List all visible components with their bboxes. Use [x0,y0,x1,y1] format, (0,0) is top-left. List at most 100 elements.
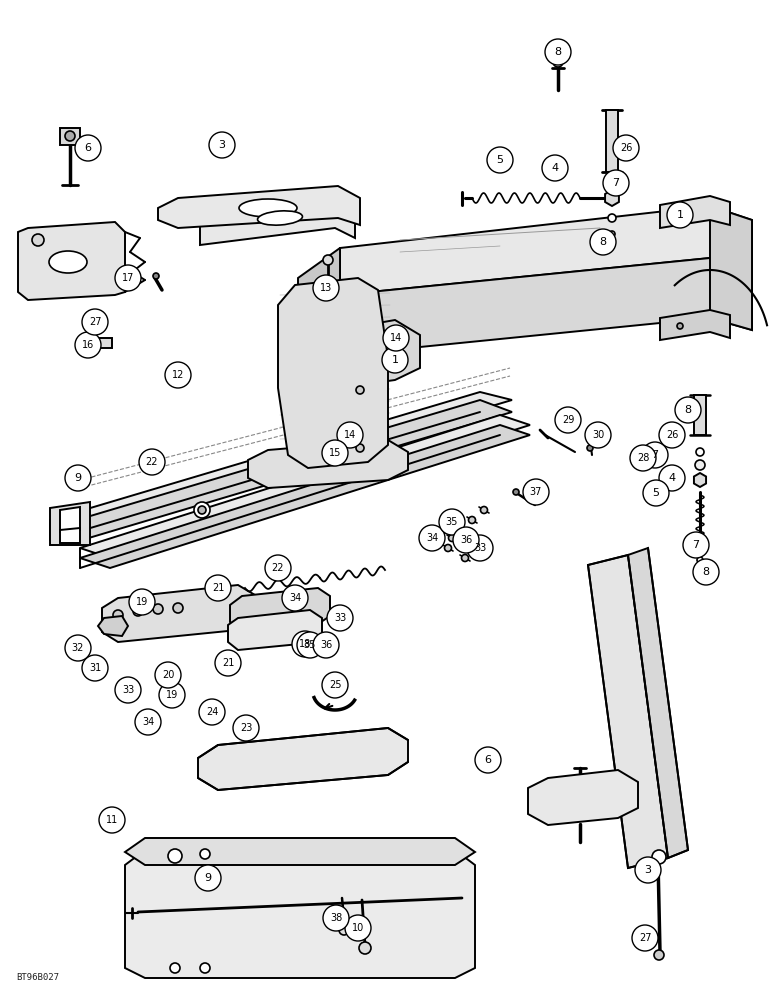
Text: 19: 19 [136,597,148,607]
Circle shape [292,631,318,657]
Polygon shape [200,196,355,245]
Circle shape [419,525,445,551]
Text: 3: 3 [645,865,652,875]
Circle shape [696,544,704,552]
Circle shape [155,662,181,688]
Text: 7: 7 [612,178,620,188]
Text: 8: 8 [703,567,709,577]
Text: 36: 36 [320,640,332,650]
Circle shape [345,915,371,941]
Text: 21: 21 [212,583,224,593]
Polygon shape [50,392,512,528]
Circle shape [75,135,101,161]
Polygon shape [78,338,112,348]
Polygon shape [228,610,322,650]
Text: 7: 7 [692,540,699,550]
Text: 12: 12 [172,370,185,380]
Polygon shape [660,310,730,340]
Circle shape [445,544,452,552]
Circle shape [139,449,165,475]
Circle shape [613,135,639,161]
Circle shape [233,715,259,741]
Circle shape [603,170,629,196]
Polygon shape [298,248,340,355]
Text: 38: 38 [330,913,342,923]
Polygon shape [660,196,730,228]
Text: 14: 14 [390,333,402,343]
Text: 9: 9 [74,473,82,483]
Circle shape [356,386,364,394]
Text: 5: 5 [652,488,659,498]
Circle shape [667,202,693,228]
Text: 13: 13 [320,283,332,293]
Circle shape [609,231,615,237]
Circle shape [129,589,155,615]
Polygon shape [80,415,530,558]
Text: 1: 1 [391,355,398,365]
Text: 17: 17 [122,273,134,283]
Ellipse shape [258,211,303,225]
Polygon shape [102,585,255,642]
Circle shape [159,682,185,708]
Polygon shape [60,507,80,532]
Circle shape [608,214,616,222]
Text: 27: 27 [89,317,101,327]
Circle shape [475,747,501,773]
Circle shape [683,532,709,558]
Polygon shape [50,400,512,540]
Circle shape [200,963,210,973]
Circle shape [198,506,206,514]
Polygon shape [588,555,668,868]
Circle shape [555,407,581,433]
Circle shape [265,555,291,581]
Circle shape [449,534,455,542]
Polygon shape [230,588,330,630]
Text: 33: 33 [122,685,134,695]
Circle shape [205,575,231,601]
Circle shape [675,397,701,423]
Circle shape [65,635,91,661]
Circle shape [359,942,371,954]
Text: 36: 36 [460,535,472,545]
Circle shape [82,309,108,335]
Polygon shape [60,128,80,145]
Polygon shape [98,616,128,636]
Circle shape [590,229,616,255]
Circle shape [475,548,482,556]
Polygon shape [694,395,706,435]
Text: 34: 34 [142,717,154,727]
Polygon shape [528,770,638,825]
Circle shape [696,448,704,456]
Circle shape [65,131,75,141]
Circle shape [282,585,308,611]
Circle shape [173,603,183,613]
Circle shape [170,963,180,973]
Circle shape [65,465,91,491]
Circle shape [209,132,235,158]
Circle shape [339,925,349,935]
Text: 34: 34 [289,593,301,603]
Circle shape [322,672,348,698]
Text: 22: 22 [272,563,284,573]
Circle shape [659,422,685,448]
Text: 22: 22 [146,457,158,467]
Text: BT96B027: BT96B027 [16,973,59,982]
Circle shape [677,323,683,329]
Ellipse shape [239,199,297,217]
Circle shape [337,422,363,448]
Circle shape [383,325,409,351]
Circle shape [469,516,476,524]
Circle shape [630,445,656,471]
Polygon shape [340,206,752,295]
Text: 20: 20 [162,670,174,680]
Circle shape [89,310,101,322]
Polygon shape [198,728,408,790]
Polygon shape [125,850,475,978]
Circle shape [462,554,469,562]
Text: 5: 5 [496,155,503,165]
Circle shape [215,650,241,676]
Circle shape [168,849,182,863]
Circle shape [659,465,685,491]
Circle shape [587,445,593,451]
Circle shape [327,605,353,631]
